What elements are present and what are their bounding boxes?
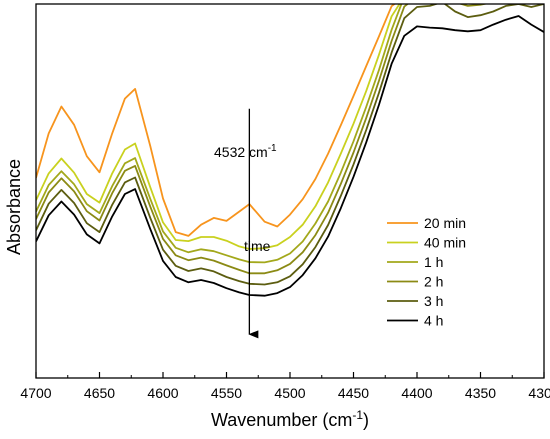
x-tick-label: 4350: [465, 385, 496, 401]
legend-label: 40 min: [424, 235, 466, 251]
legend-label: 2 h: [424, 274, 443, 290]
legend-label: 1 h: [424, 254, 443, 270]
x-tick-label: 4650: [84, 385, 115, 401]
series-line-4: [36, 4, 489, 275]
series-line-2: [36, 4, 401, 250]
series-layer: [36, 4, 544, 297]
legend-label: 4 h: [424, 313, 443, 329]
series-line-6: [36, 15, 544, 297]
time-arrow-label: time: [244, 238, 271, 254]
x-axis-title: Wavenumber (cm-1): [211, 408, 369, 430]
x-tick-label: 4500: [274, 385, 305, 401]
wavenumber-annotation-label: 4532 cm-1: [214, 143, 277, 160]
x-tick-label: 4450: [338, 385, 369, 401]
plot-frame: [35, 3, 545, 379]
legend: 20 min 40 min 1 h 2 h 3 h 4 h: [387, 215, 466, 329]
x-tick-label: 4700: [20, 385, 51, 401]
x-tick-label: 4600: [147, 385, 178, 401]
time-annotation: 4532 cm-1 time: [214, 108, 277, 339]
x-axis: 4700 4650 4600 4550 4500 4450 4400 4350 4300: [20, 372, 550, 401]
series-line-1: [36, 4, 396, 237]
legend-label: 20 min: [424, 215, 466, 231]
series-line-3: [36, 4, 403, 264]
x-tick-label: 4300: [528, 385, 550, 401]
x-tick-label: 4550: [211, 385, 242, 401]
y-axis-title: Absorbance: [4, 159, 24, 255]
series-line-5: [36, 4, 544, 286]
x-tick-label: 4400: [401, 385, 432, 401]
legend-label: 3 h: [424, 293, 443, 309]
